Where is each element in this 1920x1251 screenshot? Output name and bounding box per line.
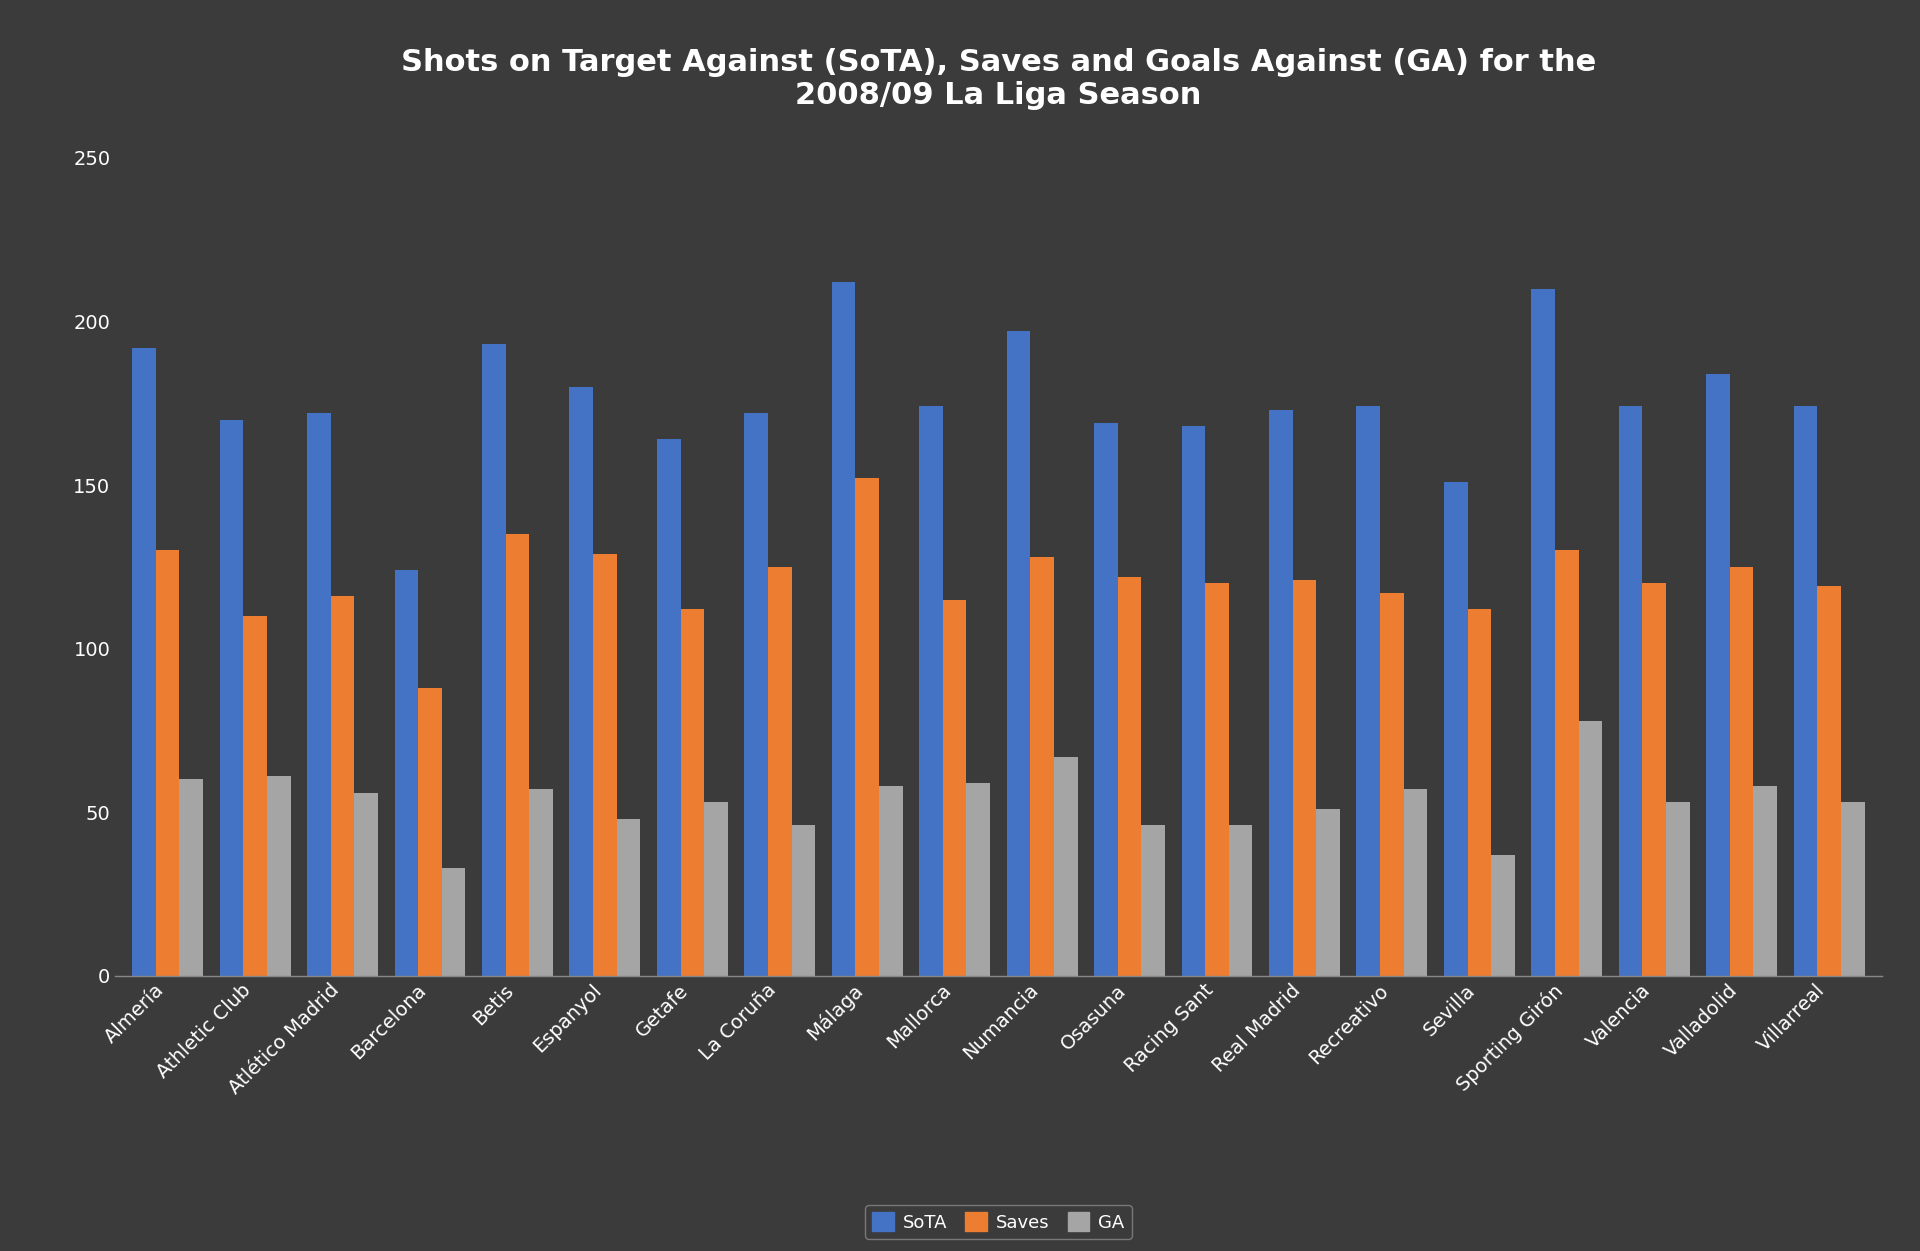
Bar xyxy=(482,344,505,976)
Bar xyxy=(419,688,442,976)
Bar xyxy=(330,597,355,976)
Bar xyxy=(616,818,639,976)
Bar xyxy=(1292,580,1317,976)
Bar xyxy=(1229,826,1252,976)
Bar xyxy=(1117,577,1140,976)
Bar xyxy=(1006,332,1031,976)
Bar xyxy=(132,348,156,976)
Bar xyxy=(355,793,378,976)
Bar xyxy=(1054,757,1077,976)
Bar xyxy=(831,283,856,976)
Bar xyxy=(680,609,705,976)
Bar xyxy=(1793,407,1818,976)
Bar xyxy=(966,783,991,976)
Bar xyxy=(1578,721,1601,976)
Bar xyxy=(1181,427,1206,976)
Bar xyxy=(156,550,179,976)
Bar xyxy=(879,786,902,976)
Bar xyxy=(1317,809,1340,976)
Bar xyxy=(1269,410,1292,976)
Bar xyxy=(1467,609,1492,976)
Bar xyxy=(920,407,943,976)
Bar xyxy=(307,413,330,976)
Bar xyxy=(1380,593,1404,976)
Bar xyxy=(1555,550,1578,976)
Bar xyxy=(1357,407,1380,976)
Bar xyxy=(1532,289,1555,976)
Bar xyxy=(745,413,768,976)
Bar xyxy=(791,826,816,976)
Bar xyxy=(1031,557,1054,976)
Bar xyxy=(593,554,616,976)
Bar xyxy=(244,615,267,976)
Bar xyxy=(1444,482,1467,976)
Bar xyxy=(530,789,553,976)
Bar xyxy=(768,567,791,976)
Bar xyxy=(1753,786,1778,976)
Bar xyxy=(1206,583,1229,976)
Bar xyxy=(943,599,966,976)
Bar xyxy=(219,419,244,976)
Bar xyxy=(1140,826,1165,976)
Bar xyxy=(1094,423,1117,976)
Bar xyxy=(1619,407,1642,976)
Bar xyxy=(1667,802,1690,976)
Bar xyxy=(1730,567,1753,976)
Bar xyxy=(179,779,204,976)
Bar xyxy=(1841,802,1864,976)
Bar xyxy=(1404,789,1427,976)
Bar xyxy=(1707,374,1730,976)
Bar xyxy=(1818,587,1841,976)
Bar xyxy=(442,868,465,976)
Bar xyxy=(267,776,290,976)
Bar xyxy=(705,802,728,976)
Bar xyxy=(1642,583,1667,976)
Bar xyxy=(1492,854,1515,976)
Bar xyxy=(657,439,680,976)
Bar xyxy=(570,387,593,976)
Legend: SoTA, Saves, GA: SoTA, Saves, GA xyxy=(864,1205,1133,1238)
Title: Shots on Target Against (SoTA), Saves and Goals Against (GA) for the
2008/09 La : Shots on Target Against (SoTA), Saves an… xyxy=(401,48,1596,110)
Bar xyxy=(505,534,530,976)
Bar xyxy=(856,478,879,976)
Bar xyxy=(396,570,419,976)
